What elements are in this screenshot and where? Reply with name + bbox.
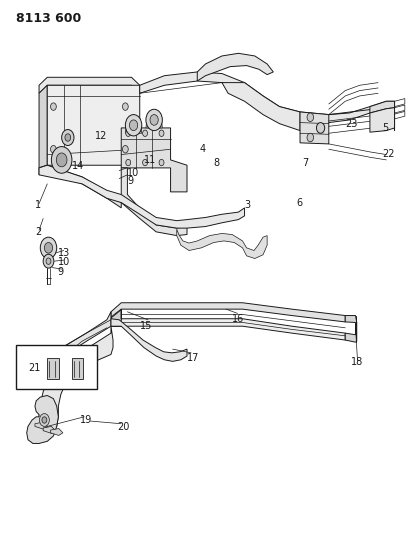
Polygon shape xyxy=(125,125,142,133)
Text: 9: 9 xyxy=(58,267,64,277)
Polygon shape xyxy=(27,395,58,443)
Circle shape xyxy=(143,130,148,136)
Polygon shape xyxy=(47,358,59,379)
Polygon shape xyxy=(140,72,395,123)
Circle shape xyxy=(65,134,71,141)
Text: 7: 7 xyxy=(302,158,308,167)
Circle shape xyxy=(122,103,128,110)
Circle shape xyxy=(51,103,56,110)
Text: 8113 600: 8113 600 xyxy=(16,12,82,25)
Circle shape xyxy=(126,159,131,166)
Circle shape xyxy=(40,237,57,259)
Polygon shape xyxy=(177,229,267,259)
Text: 20: 20 xyxy=(117,423,129,432)
Circle shape xyxy=(43,254,54,268)
Polygon shape xyxy=(111,303,345,322)
Text: 14: 14 xyxy=(72,161,84,171)
Circle shape xyxy=(307,113,314,122)
Polygon shape xyxy=(47,85,140,165)
Text: 16: 16 xyxy=(232,314,245,324)
Polygon shape xyxy=(35,422,47,429)
Text: 22: 22 xyxy=(382,149,395,158)
Polygon shape xyxy=(43,426,55,433)
Circle shape xyxy=(42,417,47,423)
Circle shape xyxy=(126,130,131,136)
Polygon shape xyxy=(370,101,395,113)
Text: 23: 23 xyxy=(345,119,358,128)
Circle shape xyxy=(316,123,325,133)
Polygon shape xyxy=(39,165,245,228)
Polygon shape xyxy=(72,358,83,379)
Polygon shape xyxy=(300,112,329,144)
Text: 3: 3 xyxy=(245,200,251,210)
Polygon shape xyxy=(121,128,187,192)
Text: 12: 12 xyxy=(95,131,107,141)
Text: 2: 2 xyxy=(35,227,41,237)
Circle shape xyxy=(129,120,138,131)
Text: 9: 9 xyxy=(127,176,134,186)
Polygon shape xyxy=(146,120,162,128)
Polygon shape xyxy=(111,319,187,361)
Circle shape xyxy=(122,146,128,153)
Text: 19: 19 xyxy=(80,415,92,425)
Polygon shape xyxy=(66,312,111,352)
Text: 8: 8 xyxy=(214,158,220,167)
Circle shape xyxy=(307,133,314,142)
Text: 13: 13 xyxy=(58,248,70,258)
Polygon shape xyxy=(121,309,345,340)
Polygon shape xyxy=(39,85,47,168)
Text: 11: 11 xyxy=(144,155,156,165)
Polygon shape xyxy=(39,77,140,93)
Polygon shape xyxy=(370,108,395,132)
Text: 1: 1 xyxy=(35,200,41,210)
Text: 18: 18 xyxy=(351,358,364,367)
Polygon shape xyxy=(394,107,395,131)
Text: 5: 5 xyxy=(382,123,388,133)
Circle shape xyxy=(143,159,148,166)
Polygon shape xyxy=(111,309,121,326)
Polygon shape xyxy=(121,168,187,236)
Text: 15: 15 xyxy=(140,321,152,331)
Polygon shape xyxy=(51,429,63,435)
Circle shape xyxy=(44,243,53,253)
Text: 10: 10 xyxy=(127,168,140,178)
Circle shape xyxy=(51,147,72,173)
Circle shape xyxy=(125,115,142,136)
Polygon shape xyxy=(345,316,357,342)
Text: 21: 21 xyxy=(28,363,40,373)
Text: 10: 10 xyxy=(58,257,70,267)
Polygon shape xyxy=(39,326,113,436)
Circle shape xyxy=(159,159,164,166)
Circle shape xyxy=(39,414,49,426)
Polygon shape xyxy=(197,53,273,81)
Text: 17: 17 xyxy=(187,353,199,363)
Polygon shape xyxy=(39,165,121,208)
Circle shape xyxy=(62,130,74,146)
Circle shape xyxy=(159,130,164,136)
Circle shape xyxy=(146,109,162,131)
Text: 4: 4 xyxy=(199,144,206,154)
Text: 6: 6 xyxy=(296,198,302,207)
Bar xyxy=(16,345,97,389)
Circle shape xyxy=(46,258,51,264)
Polygon shape xyxy=(222,83,300,131)
Circle shape xyxy=(150,115,158,125)
Circle shape xyxy=(56,153,67,167)
Circle shape xyxy=(51,146,56,153)
